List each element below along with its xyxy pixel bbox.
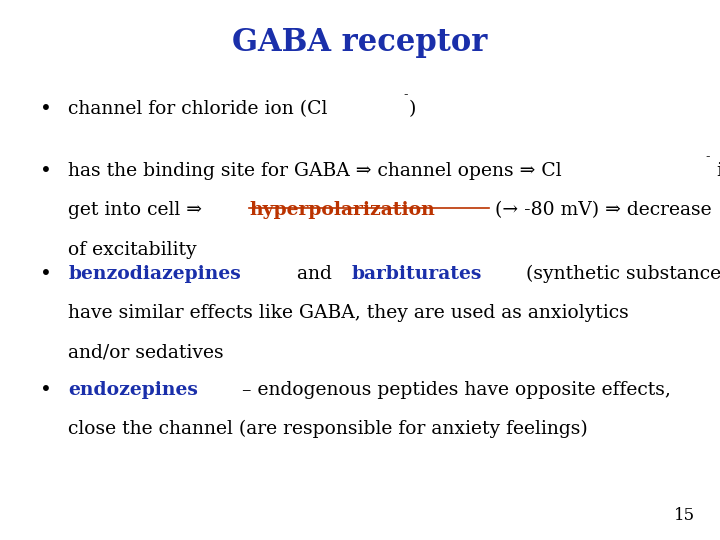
Text: of excitability: of excitability <box>68 241 197 259</box>
Text: •: • <box>40 381 51 400</box>
Text: benzodiazepines: benzodiazepines <box>68 265 241 282</box>
Text: get into cell ⇒: get into cell ⇒ <box>68 201 208 219</box>
Text: – endogenous peptides have opposite effects,: – endogenous peptides have opposite effe… <box>236 381 671 399</box>
Text: (synthetic substances): (synthetic substances) <box>520 265 720 283</box>
Text: and: and <box>292 265 338 282</box>
Text: ions: ions <box>711 162 720 180</box>
Text: •: • <box>40 162 51 181</box>
Text: -: - <box>706 150 710 163</box>
Text: has the binding site for GABA ⇒ channel opens ⇒ Cl: has the binding site for GABA ⇒ channel … <box>68 162 562 180</box>
Text: barbiturates: barbiturates <box>352 265 482 282</box>
Text: ): ) <box>409 100 416 118</box>
Text: close the channel (are responsible for anxiety feelings): close the channel (are responsible for a… <box>68 420 588 438</box>
Text: endozepines: endozepines <box>68 381 198 399</box>
Text: •: • <box>40 100 51 119</box>
Text: and/or sedatives: and/or sedatives <box>68 343 224 361</box>
Text: 15: 15 <box>674 507 695 524</box>
Text: have similar effects like GABA, they are used as anxiolytics: have similar effects like GABA, they are… <box>68 304 629 322</box>
Text: -: - <box>403 88 408 101</box>
Text: •: • <box>40 265 51 284</box>
Text: (→ -80 mV) ⇒ decrease: (→ -80 mV) ⇒ decrease <box>489 201 711 219</box>
Text: hyperpolarization: hyperpolarization <box>249 201 435 219</box>
Text: channel for chloride ion (Cl: channel for chloride ion (Cl <box>68 100 328 118</box>
Text: GABA receptor: GABA receptor <box>233 27 487 58</box>
